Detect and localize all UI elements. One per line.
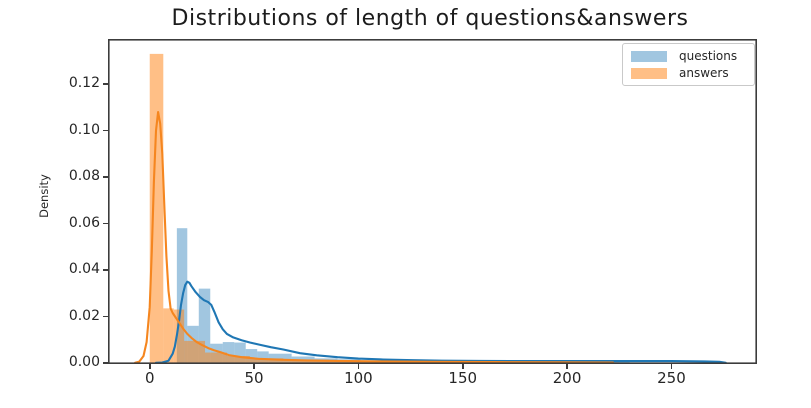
x-tick-label: 250 — [657, 369, 686, 387]
y-tick-label: 0.04 — [68, 261, 100, 278]
answers-swatch — [631, 68, 667, 79]
legend-item-questions: questions — [631, 50, 746, 63]
kde-line-questions — [154, 280, 727, 364]
plot-frame — [108, 39, 757, 364]
x-tick-label: 0 — [144, 369, 155, 387]
x-tick-mark — [670, 364, 673, 369]
legend: questions answers — [622, 43, 755, 86]
y-tick-label: 0.06 — [68, 214, 100, 231]
chart-title: Distributions of length of questions&ans… — [171, 6, 689, 31]
y-tick-mark — [103, 269, 108, 271]
y-tick-label: 0.12 — [68, 75, 100, 92]
hist-bar-answers — [163, 308, 174, 364]
x-tick-label: 150 — [448, 369, 478, 387]
hist-bar-questions — [234, 342, 246, 364]
y-tick-mark — [103, 362, 108, 364]
x-tick-label: 100 — [344, 369, 373, 387]
hist-bar-answers — [184, 340, 206, 364]
y-tick-label: 0.10 — [68, 121, 100, 138]
y-tick-label: 0.00 — [68, 354, 100, 370]
hist-bar-answers — [226, 356, 250, 364]
y-tick-mark — [103, 222, 108, 225]
x-tick-mark — [461, 364, 464, 369]
x-tick-label: 50 — [244, 369, 264, 387]
y-tick-mark — [103, 315, 108, 318]
questions-swatch — [631, 51, 667, 62]
hist-bar-questions — [245, 349, 258, 364]
y-tick-mark — [103, 176, 108, 178]
legend-label-answers: answers — [679, 66, 729, 80]
hist-bar-answers — [149, 53, 164, 364]
legend-label-questions: questions — [679, 49, 738, 63]
x-tick-mark — [148, 364, 151, 369]
hist-bar-answers — [173, 309, 185, 364]
kde-line-answers — [134, 110, 615, 364]
hist-bar-answers — [249, 358, 284, 364]
x-tick-label: 200 — [552, 369, 582, 387]
hist-bar-questions — [198, 288, 211, 364]
x-tick-mark — [253, 364, 255, 369]
plot-area — [108, 39, 757, 364]
y-tick-mark — [103, 129, 108, 132]
hist-bar-answers — [283, 359, 330, 364]
y-tick-label: 0.02 — [68, 307, 100, 324]
legend-item-answers: answers — [631, 67, 746, 80]
plot-canvas — [108, 39, 757, 364]
y-tick-label: 0.08 — [68, 168, 100, 185]
x-tick-mark — [566, 364, 568, 369]
y-tick-mark — [103, 83, 108, 85]
x-tick-mark — [357, 364, 360, 369]
hist-bar-questions — [257, 351, 269, 364]
hist-bar-questions — [222, 342, 235, 364]
hist-bar-answers — [205, 352, 227, 364]
